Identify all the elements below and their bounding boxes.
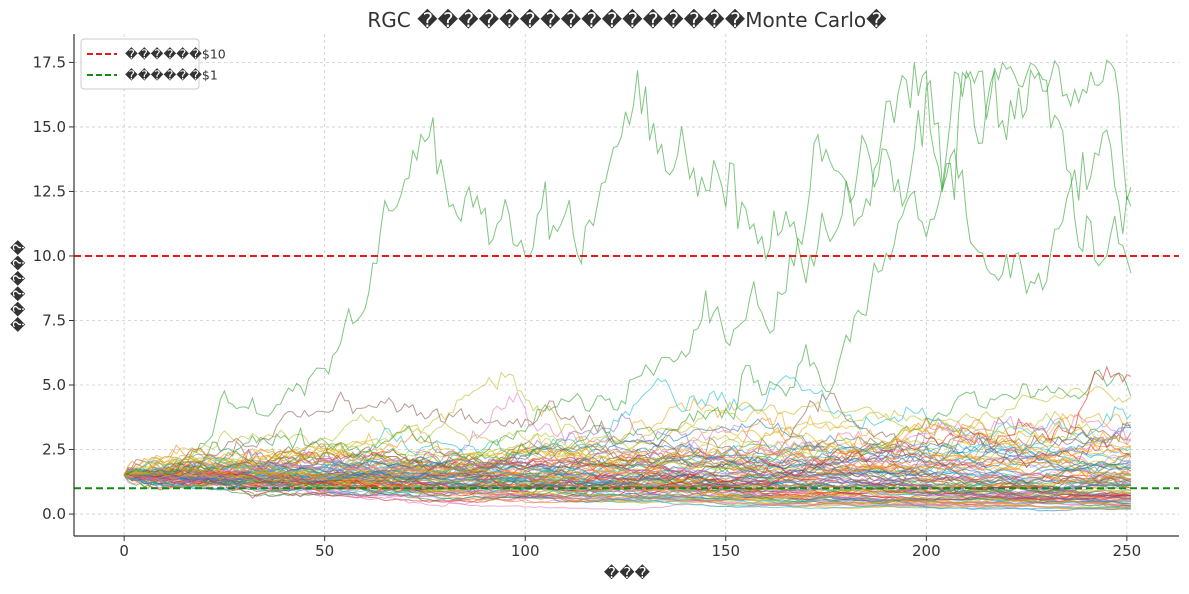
x-tick-label: 100 [511, 542, 540, 560]
y-tick-label: 15.0 [33, 118, 66, 136]
y-tick-label: 5.0 [42, 376, 66, 394]
x-tick-label: 150 [711, 542, 740, 560]
chart-title: RGC ����������������Monte Carlo� [367, 8, 887, 32]
legend-label-lower: ������$1 [125, 68, 218, 83]
simulation-path [123, 472, 1132, 502]
x-tick-label: 250 [1113, 542, 1142, 560]
simulation-path [123, 59, 1132, 480]
x-tick-label: 200 [912, 542, 941, 560]
simulation-path [123, 448, 1131, 505]
y-tick-label: 7.5 [42, 311, 66, 329]
y-axis-label: ������ [10, 239, 28, 332]
simulation-path [123, 420, 1131, 481]
simulation-path [123, 435, 1132, 482]
simulation-path [123, 437, 1132, 481]
simulation-path [124, 369, 1132, 486]
x-axis-label: ��� [604, 564, 651, 582]
x-tick-label: 50 [315, 542, 334, 560]
simulation-paths [123, 59, 1132, 512]
reference-lines [74, 254, 1179, 490]
simulation-path [123, 374, 1132, 481]
simulation-path [123, 432, 1132, 494]
simulation-path [124, 452, 1131, 498]
simulation-path [123, 79, 1132, 490]
legend-box [80, 38, 200, 90]
y-tick-label: 17.5 [33, 53, 66, 71]
legend: ������$10 ������$1 [80, 38, 226, 90]
x-tick-label: 0 [119, 542, 129, 560]
simulation-path [124, 410, 1131, 477]
simulation-path [123, 468, 1132, 505]
simulation-path [123, 60, 1132, 488]
simulation-path [123, 474, 1131, 510]
simulation-path [124, 470, 1131, 500]
y-tick-label: 0.0 [42, 505, 66, 523]
simulation-path [123, 460, 1132, 498]
y-tick-label: 2.5 [42, 441, 66, 459]
simulation-path [124, 467, 1132, 501]
y-tick-label: 12.5 [33, 182, 66, 200]
axes: 0 50 100 150 200 250 0.0 2.5 5.0 7.5 10.0 12.5 15.0 1… [33, 34, 1179, 560]
y-tick-label: 10.0 [33, 247, 66, 265]
legend-label-upper: ������$10 [125, 47, 226, 62]
